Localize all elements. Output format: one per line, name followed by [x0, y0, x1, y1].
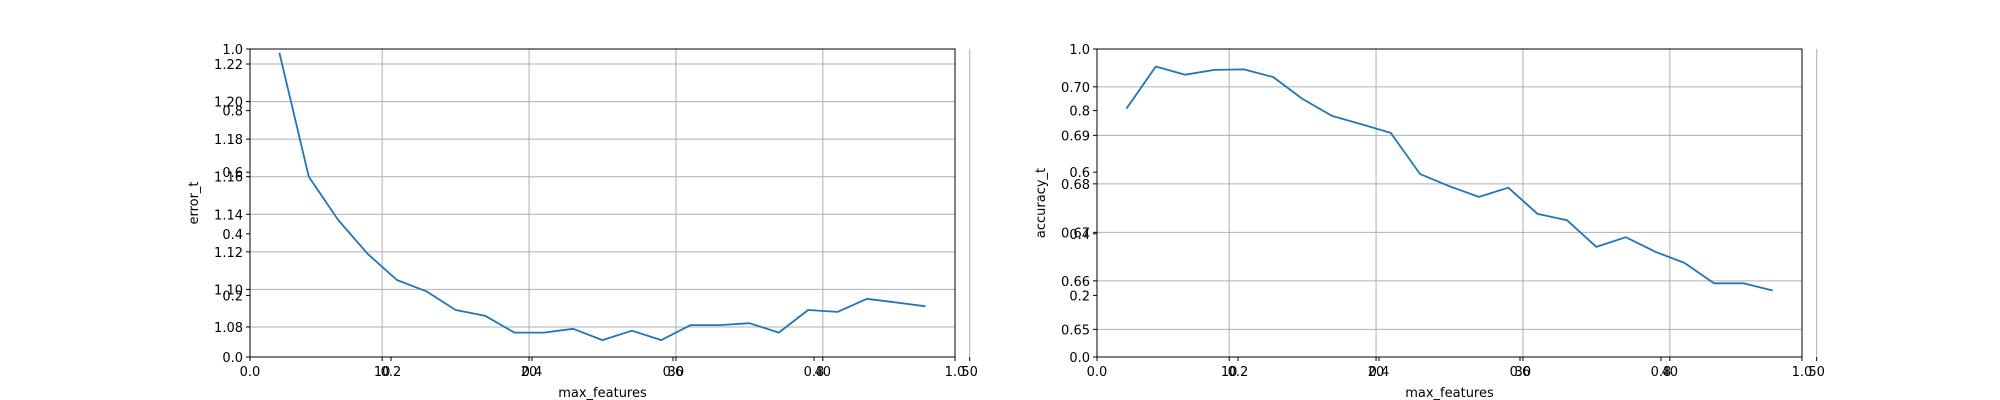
- overlay-x-tick-label: 0.4: [522, 365, 543, 380]
- y-tick-label: 1.20: [214, 96, 243, 111]
- x-tick-label: 30: [1515, 365, 1532, 380]
- y-tick-label: 1.16: [214, 171, 243, 186]
- y-tick-label: 1.14: [214, 208, 243, 223]
- axes-frame: [249, 48, 956, 358]
- y-tick-label: 1.10: [214, 283, 243, 298]
- series-line: [1125, 65, 1773, 292]
- y-tick-label: 0.67: [1061, 226, 1090, 241]
- overlay-y-tick-label: 0.2: [222, 289, 243, 304]
- overlay-x-tick-label: 0.0: [240, 365, 261, 380]
- overlay-x-tick-label: 0.2: [381, 365, 402, 380]
- overlay-x-tick-label: 1.0: [1792, 365, 1813, 380]
- overlay-y-tick-label: 0.2: [1069, 289, 1090, 304]
- y-tick-label: 1.22: [214, 58, 243, 73]
- x-tick-label: 30: [668, 365, 685, 380]
- overlay-x-tick-label: 0.8: [804, 365, 825, 380]
- overlay-y-tick-label: 0.4: [1069, 228, 1090, 243]
- y-tick-label: 1.12: [214, 246, 243, 261]
- y-axis-label: error_t: [187, 181, 202, 224]
- y-axis-label: accuracy_t: [1034, 168, 1049, 238]
- overlay-x-tick-label: 0.6: [1510, 365, 1531, 380]
- x-axis-label: max_features: [558, 386, 647, 400]
- x-tick-label: 40: [815, 365, 832, 380]
- y-tick-label: 0.66: [1061, 275, 1090, 290]
- overlay-y-tick-label: 0.6: [1069, 166, 1090, 181]
- overlay-y-tick-label: 0.0: [222, 351, 243, 366]
- overlay-x-tick-label: 0.6: [663, 365, 684, 380]
- axes-frame: [1096, 48, 1803, 358]
- y-tick-label: 0.69: [1061, 129, 1090, 144]
- x-tick-label: 50: [1808, 365, 1825, 380]
- x-tick-label: 40: [1662, 365, 1679, 380]
- overlay-x-tick-label: 0.8: [1651, 365, 1672, 380]
- x-tick-label: 10: [1221, 365, 1238, 380]
- y-tick-label: 0.68: [1061, 178, 1090, 193]
- overlay-y-tick-label: 1.0: [1069, 43, 1090, 58]
- overlay-y-tick-label: 1.0: [222, 43, 243, 58]
- overlay-x-tick-label: 0.0: [1087, 365, 1108, 380]
- y-tick-label: 1.18: [214, 133, 243, 148]
- overlay-y-tick-label: 0.0: [1069, 351, 1090, 366]
- y-tick-label: 1.08: [214, 321, 243, 336]
- x-tick-label: 10: [374, 365, 391, 380]
- overlay-y-tick-label: 0.4: [222, 228, 243, 243]
- x-tick-label: 20: [521, 365, 538, 380]
- x-axis-label: max_features: [1405, 386, 1494, 400]
- x-tick-label: 20: [1368, 365, 1385, 380]
- overlay-x-tick-label: 1.0: [945, 365, 966, 380]
- overlay-y-tick-label: 0.8: [222, 105, 243, 120]
- overlay-x-tick-label: 0.4: [1369, 365, 1390, 380]
- x-tick-label: 50: [961, 365, 978, 380]
- overlay-y-tick-label: 0.8: [1069, 105, 1090, 120]
- y-tick-label: 0.65: [1061, 323, 1090, 338]
- overlay-x-tick-label: 0.2: [1228, 365, 1249, 380]
- subplot-error-t: 10 20 30 40 50 1.08 1.10 1.12 1.14 1.16 1.18 1.20 1.…: [187, 43, 978, 400]
- y-tick-label: 0.70: [1061, 81, 1090, 96]
- subplot-accuracy-t: 10 20 30 40 50 0.65 0.66 0.67 0.68 0.69 0.70 0.0 0.2…: [1034, 43, 1825, 400]
- series-line: [278, 52, 926, 342]
- overlay-y-tick-label: 0.6: [222, 166, 243, 181]
